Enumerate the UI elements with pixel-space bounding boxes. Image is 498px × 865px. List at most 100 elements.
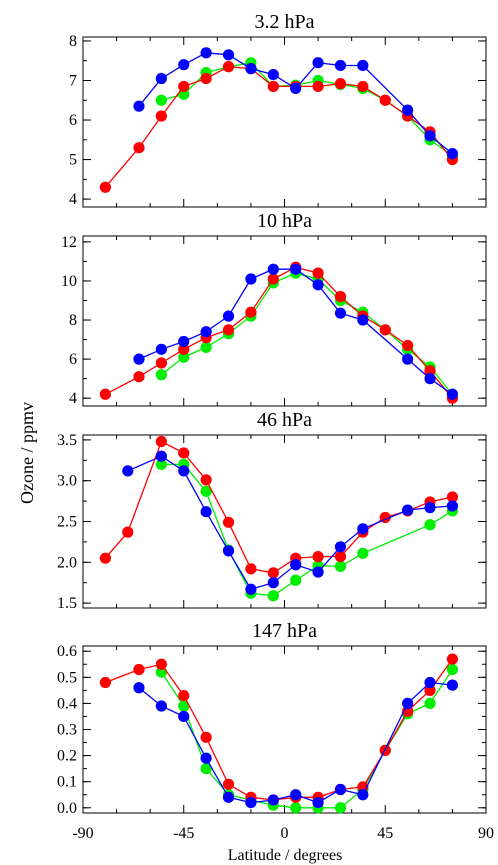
data-point [446, 148, 459, 160]
data-point [200, 506, 212, 518]
data-point [267, 590, 279, 602]
x-tick-label: -45 [173, 825, 194, 842]
y-tick-label: 3.0 [57, 473, 77, 490]
data-point [290, 263, 302, 275]
data-point [122, 526, 134, 538]
data-point [357, 789, 369, 801]
series-line [104, 66, 453, 188]
y-axis-title: Ozone / ppmv [17, 402, 37, 504]
data-point [245, 796, 257, 809]
series-line [160, 669, 453, 809]
data-point [424, 373, 436, 385]
data-point [245, 563, 257, 575]
data-point [446, 663, 459, 676]
data-point [312, 267, 324, 279]
y-tick-label: 12 [61, 234, 77, 251]
data-point [424, 365, 436, 377]
data-point [245, 273, 257, 285]
data-point [446, 491, 459, 503]
panel-3: 46 hPa 1.5 2.0 2.5 3.0 3.5 [57, 409, 487, 612]
data-point [222, 545, 235, 557]
x-tick-label: 90 [478, 825, 494, 842]
data-point [267, 794, 279, 806]
data-point [155, 369, 167, 381]
data-point [334, 307, 347, 319]
data-point [155, 458, 167, 470]
data-point [334, 802, 347, 814]
y-tick-label: 0.4 [57, 695, 77, 712]
y-tick-label: 10 [61, 273, 77, 290]
data-point [312, 279, 324, 291]
data-point [222, 516, 235, 528]
y-tick-label: 8 [69, 312, 77, 329]
data-point [334, 560, 347, 572]
data-point [334, 290, 347, 303]
data-point [334, 78, 347, 90]
data-point [290, 789, 302, 801]
data-point [155, 450, 167, 462]
panel-4: 147 hPa 0.0 0.1 0.2 0.3 0.4 0.5 0.6 [57, 620, 487, 817]
data-point [424, 684, 436, 696]
data-point [222, 49, 235, 61]
data-point [245, 63, 257, 75]
data-point [222, 310, 235, 322]
x-tick-label: 45 [377, 825, 393, 842]
data-point [178, 689, 190, 702]
data-point [155, 72, 167, 85]
y-tick-label: 3.5 [57, 432, 77, 449]
data-point [99, 181, 111, 193]
data-point [357, 523, 369, 535]
data-point [99, 388, 111, 400]
data-point [334, 783, 347, 796]
data-point [357, 59, 369, 72]
data-point [446, 653, 459, 665]
data-point [379, 94, 391, 106]
data-point [357, 80, 369, 93]
data-point [446, 679, 459, 691]
series-line [161, 463, 453, 597]
y-tick-label: 0.5 [57, 669, 77, 686]
y-tick-label: 4 [69, 390, 77, 407]
data-point [402, 353, 414, 365]
data-point [290, 802, 302, 814]
data-point [133, 682, 145, 694]
data-point [245, 583, 257, 595]
data-point [222, 324, 235, 336]
data-point [222, 778, 235, 790]
y-tick-label: 0.1 [57, 774, 77, 791]
y-tick-label: 6 [69, 112, 77, 129]
data-point [155, 658, 167, 670]
data-point [133, 353, 145, 365]
data-point [290, 82, 302, 94]
series-line [127, 455, 453, 590]
data-point [312, 57, 324, 69]
data-point [200, 72, 212, 85]
panel-title: 10 hPa [257, 210, 312, 232]
data-point [200, 47, 212, 59]
data-point [122, 465, 134, 477]
data-point [290, 559, 302, 571]
data-point [424, 130, 436, 142]
data-point [200, 474, 212, 486]
data-point [312, 80, 324, 93]
x-tick-label: -90 [72, 825, 93, 842]
data-point [133, 663, 145, 676]
data-point [446, 500, 459, 512]
data-point [133, 142, 145, 154]
data-point [290, 574, 302, 586]
data-point [267, 577, 279, 589]
data-point [357, 314, 369, 326]
panel-1: 3.2 hPa 4 5 6 7 8 [69, 11, 487, 208]
data-point [200, 485, 212, 497]
data-point [178, 343, 190, 355]
data-point [222, 61, 235, 73]
data-point [133, 100, 145, 112]
data-point [334, 550, 347, 563]
panel-title: 147 hPa [252, 620, 317, 642]
y-tick-label: 8 [69, 33, 77, 50]
data-point [200, 326, 212, 338]
data-point [133, 371, 145, 383]
y-tick-label: 7 [69, 72, 77, 89]
data-point [178, 88, 190, 100]
